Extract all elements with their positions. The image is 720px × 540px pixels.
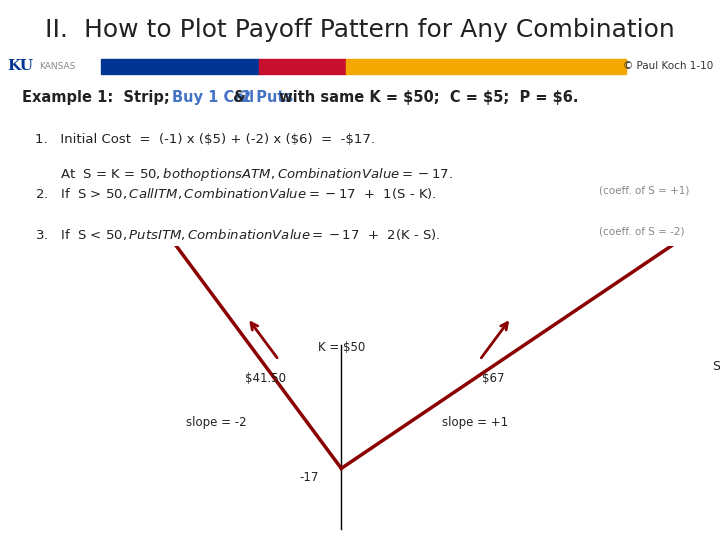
Text: (coeff. of S = -2): (coeff. of S = -2) <box>599 227 684 237</box>
Bar <box>101 59 259 73</box>
Text: KANSAS: KANSAS <box>40 62 76 71</box>
Text: K = $50: K = $50 <box>318 341 365 354</box>
Text: II.  How to Plot Payoff Pattern for Any Combination: II. How to Plot Payoff Pattern for Any C… <box>45 18 675 42</box>
Text: 1.   Initial Cost  =  (-1) x ($5) + (-2) x ($6)  =  -$17.: 1. Initial Cost = (-1) x ($5) + (-2) x (… <box>35 133 375 146</box>
Text: $67: $67 <box>482 372 504 385</box>
Text: slope = +1: slope = +1 <box>442 416 508 429</box>
Text: Buy 1 Call: Buy 1 Call <box>172 90 254 105</box>
Text: slope = -2: slope = -2 <box>186 416 247 429</box>
Text: © Paul Koch 1-10: © Paul Koch 1-10 <box>623 62 713 71</box>
Text: with same K = $50;  C = $5;  P = $6.: with same K = $50; C = $5; P = $6. <box>274 90 578 105</box>
Text: &: & <box>228 90 251 105</box>
Text: (coeff. of S = +1): (coeff. of S = +1) <box>599 186 689 196</box>
Text: Example 1:  Strip;: Example 1: Strip; <box>22 90 179 105</box>
Text: KU: KU <box>7 59 33 73</box>
Bar <box>346 59 626 73</box>
Text: S: S <box>712 360 720 373</box>
Text: $41.50: $41.50 <box>245 372 286 385</box>
Text: 2.   If  S > $50,  Call  ITM,    Combination Value  =  -$17  +  1(S - K).: 2. If S > $50, Call ITM, Combination Val… <box>35 186 437 201</box>
Text: 2 Puts: 2 Puts <box>241 90 294 105</box>
Text: At  S = K = $50,   both options ATM,   Combination Value  =  -$17.: At S = K = $50, both options ATM, Combin… <box>35 166 454 183</box>
Bar <box>259 59 346 73</box>
Text: -17: -17 <box>300 471 319 484</box>
Text: 3.   If  S < $50,  Puts ITM,    Combination Value  =  -$17  +  2(K - S).: 3. If S < $50, Puts ITM, Combination Val… <box>35 227 441 242</box>
